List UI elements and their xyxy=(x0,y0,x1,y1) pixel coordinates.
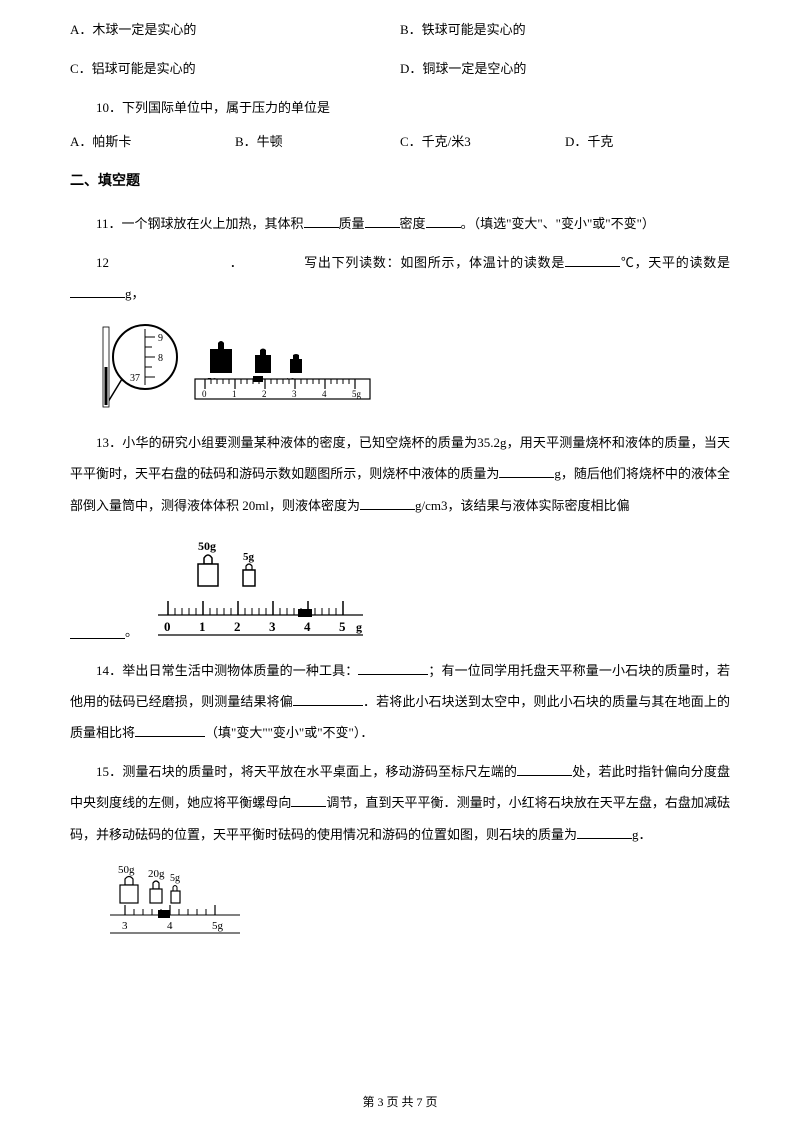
svg-text:2: 2 xyxy=(262,389,267,399)
svg-text:1: 1 xyxy=(199,619,206,634)
q15: 15．测量石块的质量时，将天平放在水平桌面上，移动游码至标尺左端的处，若此时指针… xyxy=(70,756,730,850)
q12-unit1: ℃，天平的读数是 xyxy=(620,255,730,270)
q9-opt-a: A．木球一定是实心的 xyxy=(70,20,400,41)
q13: 13．小华的研究小组要测量某种液体的密度，已知空烧杯的质量为35.2g，用天平测… xyxy=(70,427,730,521)
svg-text:g: g xyxy=(356,620,362,634)
q10-opt-a: A．帕斯卡 xyxy=(70,132,235,153)
q15-1: 15．测量石块的质量时，将天平放在水平桌面上，移动游码至标尺左端的 xyxy=(96,764,517,779)
q10-opt-c: C．千克/米3 xyxy=(400,132,565,153)
q9-options-row1: A．木球一定是实心的 B．铁球可能是实心的 xyxy=(70,20,730,41)
blank xyxy=(70,626,125,639)
q12-dot: ． xyxy=(229,255,243,270)
blank xyxy=(365,215,400,228)
svg-text:5: 5 xyxy=(339,619,346,634)
q11-pre: 11．一个钢球放在火上加热，其体积 xyxy=(96,216,304,231)
blank xyxy=(291,794,326,807)
svg-text:0: 0 xyxy=(164,619,171,634)
q13-4: 。 xyxy=(125,622,138,643)
q13-end-row: 。 50g 5g 0 1 2 3 4 5 g xyxy=(70,529,730,655)
svg-text:5g: 5g xyxy=(243,551,255,563)
blank xyxy=(135,724,205,737)
q15-figure: 50g 20g 5g 3 4 5g xyxy=(100,858,730,948)
blank xyxy=(304,215,339,228)
q12-unit2: g， xyxy=(125,286,145,301)
q10-opt-b: B．牛顿 xyxy=(235,132,400,153)
svg-text:8: 8 xyxy=(158,353,163,364)
blank xyxy=(360,497,415,510)
blank xyxy=(70,285,125,298)
q9-opt-d: D．铜球一定是空心的 xyxy=(400,59,730,80)
section-2-title: 二、填空题 xyxy=(70,171,730,193)
svg-text:4: 4 xyxy=(167,920,173,932)
q15-4: g． xyxy=(632,827,652,842)
svg-text:0: 0 xyxy=(202,389,207,399)
svg-text:37: 37 xyxy=(130,373,140,384)
page-footer: 第 3 页 共 7 页 xyxy=(0,1093,800,1112)
q14: 14．举出日常生活中测物体质量的一种工具：；有一位同学用托盘天平称量一小石块的质… xyxy=(70,655,730,749)
q12-pre: 12 xyxy=(96,255,109,270)
blank xyxy=(565,254,620,267)
q11-m3: 密度 xyxy=(400,216,426,231)
svg-text:4: 4 xyxy=(304,619,311,634)
svg-text:3: 3 xyxy=(269,619,276,634)
svg-text:50g: 50g xyxy=(118,864,135,876)
q10-opt-d: D．千克 xyxy=(565,132,730,153)
q12-mid: 写出下列读数：如图所示，体温计的读数是 xyxy=(303,255,565,270)
q12: 12 ． 写出下列读数：如图所示，体温计的读数是 ℃，天平的读数是 g， xyxy=(70,247,730,309)
svg-text:2: 2 xyxy=(234,619,241,634)
q11: 11．一个钢球放在火上加热，其体积 质量 密度 。（填选"变大"、"变小"或"不变"） xyxy=(70,208,730,239)
svg-text:3: 3 xyxy=(292,389,297,399)
blank xyxy=(358,662,428,675)
q10-options: A．帕斯卡 B．牛顿 C．千克/米3 D．千克 xyxy=(70,132,730,153)
q12-figure: 9 8 37 50 g 20 g 10 g 012345g xyxy=(100,317,730,417)
q13-figure: 50g 5g 0 1 2 3 4 5 g xyxy=(148,535,378,645)
blank xyxy=(577,826,632,839)
q14-1: 14．举出日常生活中测物体质量的一种工具： xyxy=(96,663,358,678)
svg-text:20g: 20g xyxy=(148,868,165,880)
q9-opt-b: B．铁球可能是实心的 xyxy=(400,20,730,41)
svg-text:1: 1 xyxy=(232,389,237,399)
svg-text:5g: 5g xyxy=(212,920,224,932)
svg-text:9: 9 xyxy=(158,333,163,344)
q9-opt-c: C．铝球可能是实心的 xyxy=(70,59,400,80)
svg-text:50g: 50g xyxy=(198,539,216,553)
blank xyxy=(426,215,461,228)
q9-options-row2: C．铝球可能是实心的 D．铜球一定是空心的 xyxy=(70,59,730,80)
q10-stem: 10．下列国际单位中，属于压力的单位是 xyxy=(70,98,730,119)
svg-text:4: 4 xyxy=(322,389,327,399)
blank xyxy=(293,693,363,706)
svg-text:5g: 5g xyxy=(170,873,180,884)
q14-4: （填"变大""变小"或"不变"）． xyxy=(205,725,373,740)
q13-3: g/cm3，该结果与液体实际密度相比偏 xyxy=(415,498,630,513)
blank xyxy=(499,465,554,478)
q11-post: 。（填选"变大"、"变小"或"不变"） xyxy=(461,216,655,231)
svg-text:5g: 5g xyxy=(352,389,362,399)
svg-text:3: 3 xyxy=(122,920,128,932)
q11-m2: 质量 xyxy=(339,216,365,231)
blank xyxy=(517,763,572,776)
